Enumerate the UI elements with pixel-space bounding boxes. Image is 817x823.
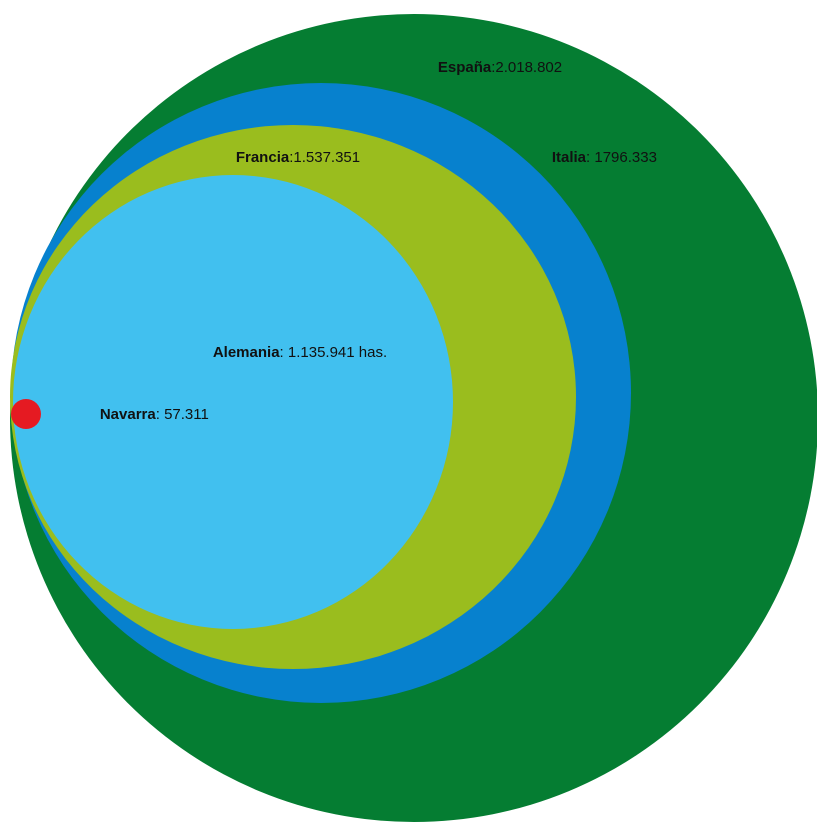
label-espana-name: España <box>438 59 492 76</box>
label-francia: Francia:1.537.351 <box>215 149 373 166</box>
label-navarra: Navarra: 57.311 <box>79 406 221 423</box>
label-francia-value: 1.537.351 <box>293 149 360 166</box>
label-espana-value: 2.018.802 <box>495 59 562 76</box>
circle-alemania <box>13 175 453 629</box>
label-espana-separator: : <box>491 59 495 76</box>
label-italia-value: 1796.333 <box>594 149 657 166</box>
label-alemania-unit: has. <box>355 344 388 361</box>
circle-navarra <box>11 399 41 429</box>
label-alemania-separator: : <box>280 344 288 361</box>
label-italia-name: Italia <box>552 149 587 166</box>
label-navarra-name: Navarra <box>100 406 157 423</box>
label-francia-name: Francia <box>236 149 290 166</box>
label-alemania-name: Alemania <box>213 344 280 361</box>
label-italia: Italia: 1796.333 <box>531 149 669 166</box>
label-italia-separator: : <box>586 149 594 166</box>
label-navarra-value: 57.311 <box>164 406 209 423</box>
label-francia-separator: : <box>289 149 293 166</box>
label-navarra-separator: : <box>156 406 164 423</box>
label-espana: España:2.018.802 <box>417 59 575 76</box>
label-alemania-value: 1.135.941 <box>288 344 355 361</box>
label-alemania: Alemania: 1.135.941 has. <box>192 344 400 361</box>
